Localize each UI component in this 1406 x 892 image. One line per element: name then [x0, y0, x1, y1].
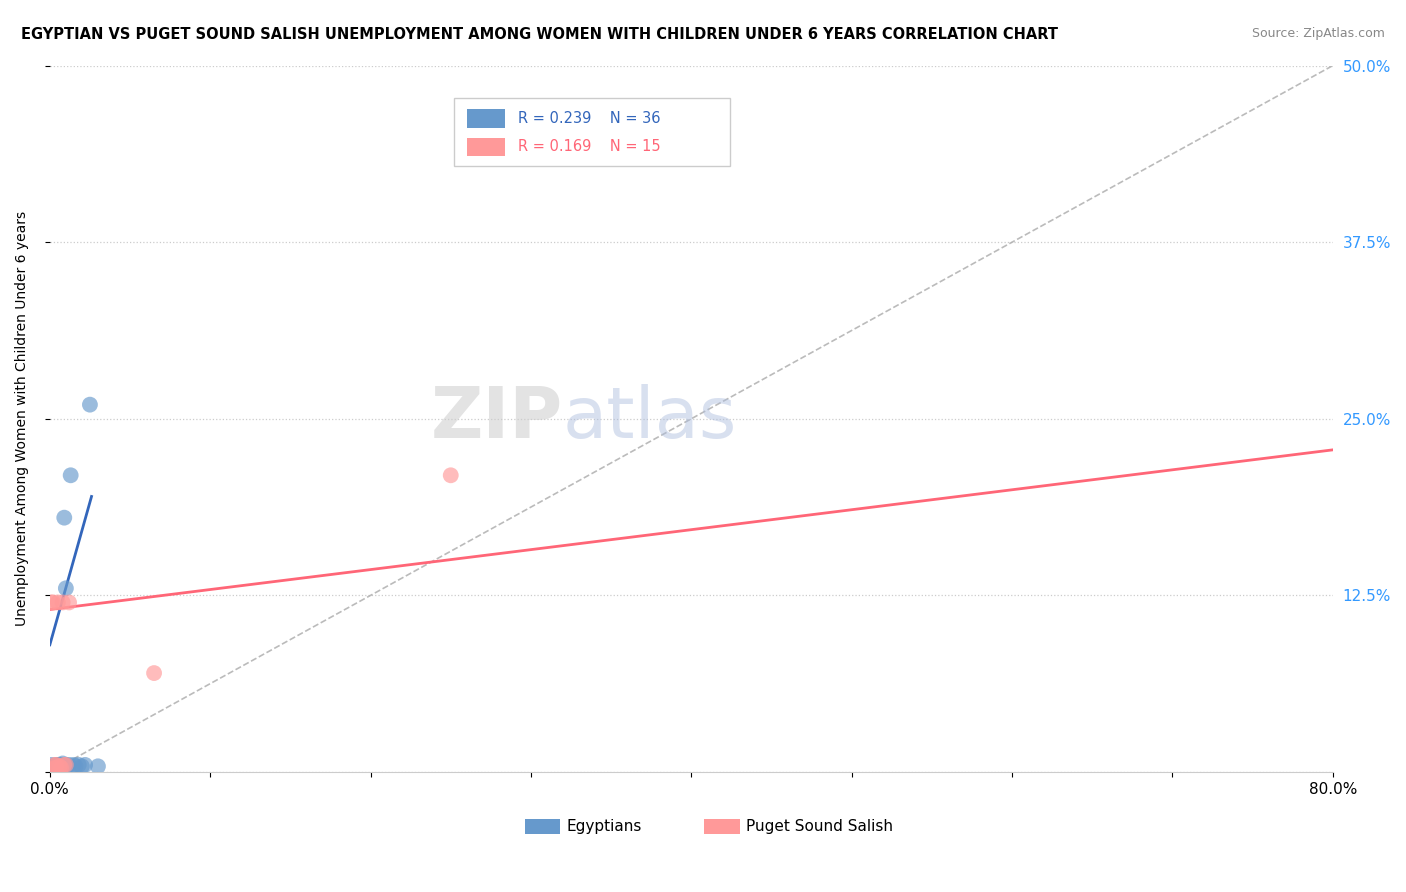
Point — [46, 761, 69, 775]
Point — [87, 759, 110, 773]
Point — [48, 759, 70, 773]
Point — [65, 759, 87, 773]
Point — [58, 595, 80, 609]
Point — [55, 758, 77, 772]
Point — [46, 762, 69, 776]
Point — [79, 398, 101, 412]
Point — [42, 762, 65, 776]
Point — [45, 761, 67, 775]
Text: Source: ZipAtlas.com: Source: ZipAtlas.com — [1251, 27, 1385, 40]
Point — [41, 758, 63, 772]
Text: R = 0.239    N = 36: R = 0.239 N = 36 — [517, 112, 661, 126]
Point — [55, 582, 77, 596]
FancyBboxPatch shape — [467, 110, 505, 128]
Point — [46, 758, 69, 772]
Point — [48, 758, 70, 772]
Text: Puget Sound Salish: Puget Sound Salish — [747, 819, 893, 834]
Point — [53, 758, 76, 772]
FancyBboxPatch shape — [704, 819, 740, 834]
Point — [44, 759, 66, 773]
Point — [45, 758, 67, 772]
Point — [53, 510, 76, 524]
Point — [52, 761, 75, 775]
Point — [75, 758, 97, 772]
Point — [46, 595, 69, 609]
Point — [41, 762, 63, 776]
Point — [52, 756, 75, 771]
Text: R = 0.169    N = 15: R = 0.169 N = 15 — [517, 139, 661, 154]
Point — [46, 759, 69, 773]
Y-axis label: Unemployment Among Women with Children Under 6 years: Unemployment Among Women with Children U… — [15, 211, 30, 626]
Point — [49, 761, 72, 775]
Point — [42, 759, 65, 773]
Text: Egyptians: Egyptians — [567, 819, 643, 834]
Text: EGYPTIAN VS PUGET SOUND SALISH UNEMPLOYMENT AMONG WOMEN WITH CHILDREN UNDER 6 YE: EGYPTIAN VS PUGET SOUND SALISH UNEMPLOYM… — [21, 27, 1059, 42]
Point — [58, 758, 80, 772]
Point — [63, 758, 86, 772]
Point — [67, 758, 90, 772]
Point — [44, 761, 66, 775]
Point — [440, 468, 463, 483]
Point — [55, 758, 77, 772]
Point — [49, 758, 72, 772]
Point — [52, 595, 75, 609]
Point — [48, 762, 70, 776]
Point — [42, 595, 65, 609]
Point — [45, 762, 67, 776]
Point — [44, 761, 66, 775]
Point — [49, 759, 72, 773]
Text: ZIP: ZIP — [430, 384, 562, 453]
Point — [45, 758, 67, 772]
Point — [59, 468, 82, 483]
Point — [55, 759, 77, 773]
Point — [41, 761, 63, 775]
Point — [42, 764, 65, 778]
Point — [44, 764, 66, 778]
Point — [143, 666, 166, 681]
Point — [41, 595, 63, 609]
FancyBboxPatch shape — [454, 98, 730, 166]
Point — [45, 761, 67, 775]
Point — [48, 761, 70, 775]
Text: atlas: atlas — [562, 384, 737, 453]
Point — [44, 758, 66, 772]
FancyBboxPatch shape — [467, 137, 505, 156]
FancyBboxPatch shape — [524, 819, 561, 834]
Point — [70, 759, 93, 773]
